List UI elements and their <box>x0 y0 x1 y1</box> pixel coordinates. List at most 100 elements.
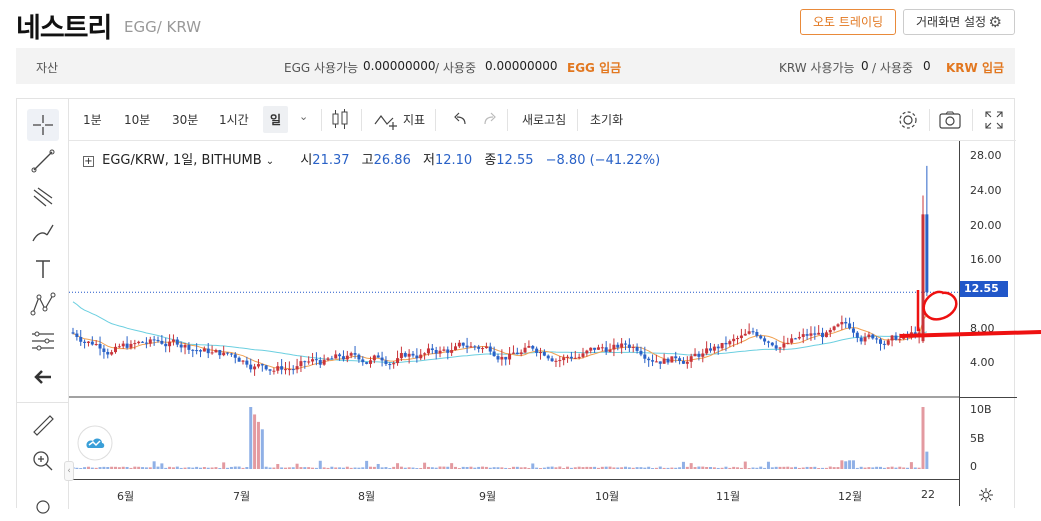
volume-bar <box>898 466 902 469</box>
settings-icon[interactable] <box>897 109 919 131</box>
volume-bar <box>627 467 631 469</box>
price-tick: 4.00 <box>970 356 995 369</box>
candle-body <box>272 370 276 372</box>
volume-bar <box>813 466 817 469</box>
egg-deposit-link[interactable]: EGG 입금 <box>567 61 622 75</box>
price-tick: 20.00 <box>970 219 1002 232</box>
volume-bar <box>917 467 921 469</box>
candle-body <box>233 354 237 358</box>
egg-in-use-label: / 사용중 <box>435 61 476 75</box>
month-tick: 22 <box>921 488 935 501</box>
camera-icon[interactable] <box>938 109 962 131</box>
volume-bar <box>214 467 218 469</box>
candle-body <box>693 353 697 357</box>
volume-bar <box>724 466 728 469</box>
volume-bar <box>326 467 330 469</box>
volume-bar <box>705 466 709 469</box>
expand-icon[interactable]: + <box>83 156 94 167</box>
candle-body <box>612 344 616 350</box>
volume-bar <box>114 466 117 469</box>
collapse-toggle[interactable]: ‹ <box>64 461 74 481</box>
volume-bar <box>229 466 233 469</box>
back-tool[interactable] <box>27 361 59 393</box>
candle-body <box>330 358 334 360</box>
pattern-tool[interactable] <box>27 289 59 321</box>
redo-icon[interactable] <box>479 108 499 132</box>
candlestick-icon[interactable] <box>329 108 351 132</box>
candle-body <box>214 350 218 353</box>
interval-day[interactable]: 일 <box>263 106 289 133</box>
candle-body <box>345 355 349 360</box>
text-tool[interactable] <box>27 253 59 285</box>
candle-body <box>844 321 848 324</box>
fullscreen-icon[interactable] <box>983 109 1005 131</box>
fib-tool[interactable] <box>27 181 59 213</box>
chevron-down-icon[interactable]: ⌄ <box>265 156 275 167</box>
volume-bar <box>241 467 245 469</box>
candle-body <box>183 345 187 348</box>
time-axis-settings-icon[interactable] <box>977 486 995 504</box>
candle-body <box>504 356 508 360</box>
screen-settings-button[interactable]: 거래화면 설정 ⚙ <box>903 9 1015 35</box>
change-value: −8.80 (−41.22%) <box>545 153 661 168</box>
volume-bar <box>144 467 148 469</box>
refresh-button[interactable]: 새로고침 <box>522 113 567 127</box>
candle-body <box>492 351 496 357</box>
volume-bar <box>222 462 226 469</box>
candle-body <box>338 354 342 357</box>
volume-bar <box>202 467 206 469</box>
auto-trading-button[interactable]: 오토 트레이딩 <box>800 9 896 35</box>
ma-short-line <box>72 314 928 370</box>
legend-symbol[interactable]: EGG/KRW, 1일, BITHUMB <box>102 153 262 168</box>
candle-body <box>585 350 589 354</box>
zoom-tool[interactable] <box>27 445 59 477</box>
candle-body <box>191 349 195 351</box>
candle-body <box>144 342 148 344</box>
crosshair-tool[interactable] <box>27 109 59 141</box>
magnet-tool[interactable] <box>27 489 59 521</box>
candle-body <box>620 343 624 348</box>
krw-deposit-link[interactable]: KRW 입금 <box>946 61 1005 75</box>
volume-bar <box>446 466 450 469</box>
close-label: 종 <box>484 153 497 168</box>
volume-bar <box>720 467 724 469</box>
volume-bar <box>913 467 917 469</box>
weather-icon[interactable] <box>77 425 113 461</box>
candle-body <box>511 352 515 354</box>
prediction-tool[interactable] <box>27 325 59 357</box>
page-header: 네스트리 EGG/ KRW 오토 트레이딩 거래화면 설정 ⚙ <box>0 0 1041 46</box>
open-value: 21.37 <box>312 153 350 168</box>
candle-body <box>171 339 175 342</box>
candle-body <box>848 323 852 329</box>
candle-body <box>786 342 790 344</box>
time-axis[interactable]: 6월 7월 8월 9월 10월 11월 12월 22 <box>69 479 993 509</box>
volume-bar <box>210 467 214 469</box>
volume-bar <box>670 467 674 469</box>
indicator-button[interactable]: 지표 <box>403 113 426 127</box>
volume-bar <box>778 466 782 469</box>
price-plot[interactable] <box>69 141 959 479</box>
candle-body <box>550 358 554 362</box>
candle-body <box>813 333 817 335</box>
interval-30m[interactable]: 30분 <box>172 113 199 127</box>
volume-bar <box>133 466 137 469</box>
candle-body <box>349 353 353 356</box>
volume-bar <box>697 466 701 469</box>
interval-1h[interactable]: 1시간 <box>219 113 249 127</box>
candle-body <box>867 334 871 338</box>
volume-bar <box>369 466 372 469</box>
trend-line-tool[interactable] <box>27 145 59 177</box>
price-tick: 24.00 <box>970 184 1002 197</box>
month-tick: 12월 <box>838 490 863 503</box>
interval-1m[interactable]: 1분 <box>83 113 102 127</box>
undo-icon[interactable] <box>451 108 471 132</box>
volume-bar <box>647 466 651 469</box>
indicator-icon[interactable] <box>373 108 401 132</box>
interval-10m[interactable]: 10분 <box>124 113 151 127</box>
reset-button[interactable]: 초기화 <box>590 113 624 127</box>
ruler-tool[interactable] <box>27 409 59 441</box>
brush-tool[interactable] <box>27 217 59 249</box>
chevron-down-icon[interactable]: ⌄ <box>299 110 309 123</box>
candle-body <box>855 332 859 338</box>
price-axis[interactable]: 28.00 24.00 20.00 16.00 12.00 8.00 4.00 … <box>959 141 1017 506</box>
